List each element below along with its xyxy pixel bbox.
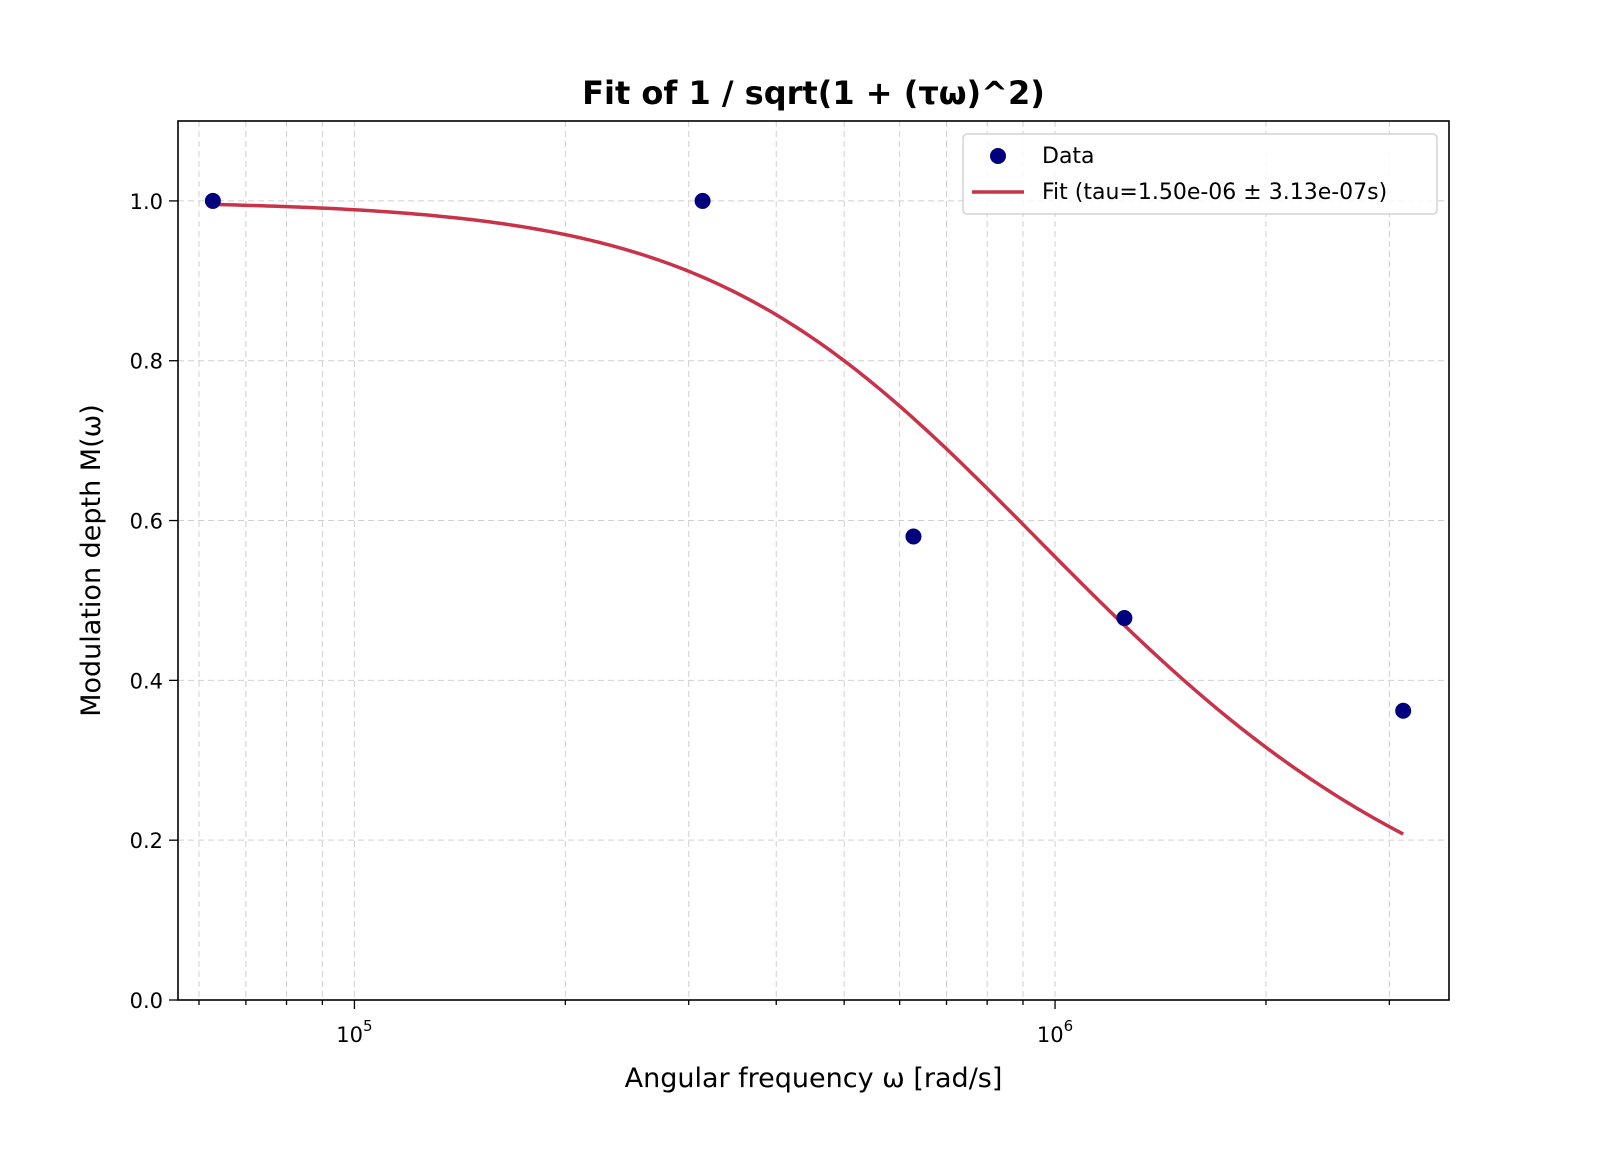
y-tick-label: 1.0 <box>130 190 163 214</box>
axis-ticks <box>169 200 1390 1009</box>
x-tick-label: 106 <box>1037 1017 1073 1047</box>
data-points-layer <box>204 192 1412 719</box>
y-axis-label: Modulation depth M(ω) <box>76 404 107 717</box>
y-tick-label: 0.4 <box>130 669 163 693</box>
x-axis-label: Angular frequency ω [rad/s] <box>625 1063 1003 1094</box>
y-tick-label: 0.8 <box>130 350 163 374</box>
x-tick-label: 105 <box>336 1017 372 1047</box>
y-tick-label: 0.2 <box>130 829 163 853</box>
tick-labels: 105 106 0.0 0.2 0.4 0.6 0.8 1.0 <box>130 190 1074 1047</box>
legend-fit-label: Fit (tau=1.50e-06 ± 3.13e-07s) <box>1042 180 1387 205</box>
legend: Data Fit (tau=1.50e-06 ± 3.13e-07s) <box>962 133 1438 215</box>
plot-frame <box>177 120 1450 1001</box>
y-tick-label: 0.0 <box>130 989 163 1013</box>
data-point <box>204 192 221 209</box>
fit-line-layer <box>212 202 1405 836</box>
fit-curve <box>212 202 1405 836</box>
legend-box <box>962 133 1438 215</box>
data-point <box>1395 702 1412 719</box>
legend-data-label: Data <box>1042 144 1095 169</box>
data-point <box>1116 610 1133 627</box>
legend-data-marker <box>990 148 1006 164</box>
y-tick-label: 0.6 <box>130 510 163 534</box>
chart-title: Fit of 1 / sqrt(1 + (τω)^2) <box>582 74 1045 112</box>
data-point <box>694 192 711 209</box>
data-point <box>905 528 922 545</box>
